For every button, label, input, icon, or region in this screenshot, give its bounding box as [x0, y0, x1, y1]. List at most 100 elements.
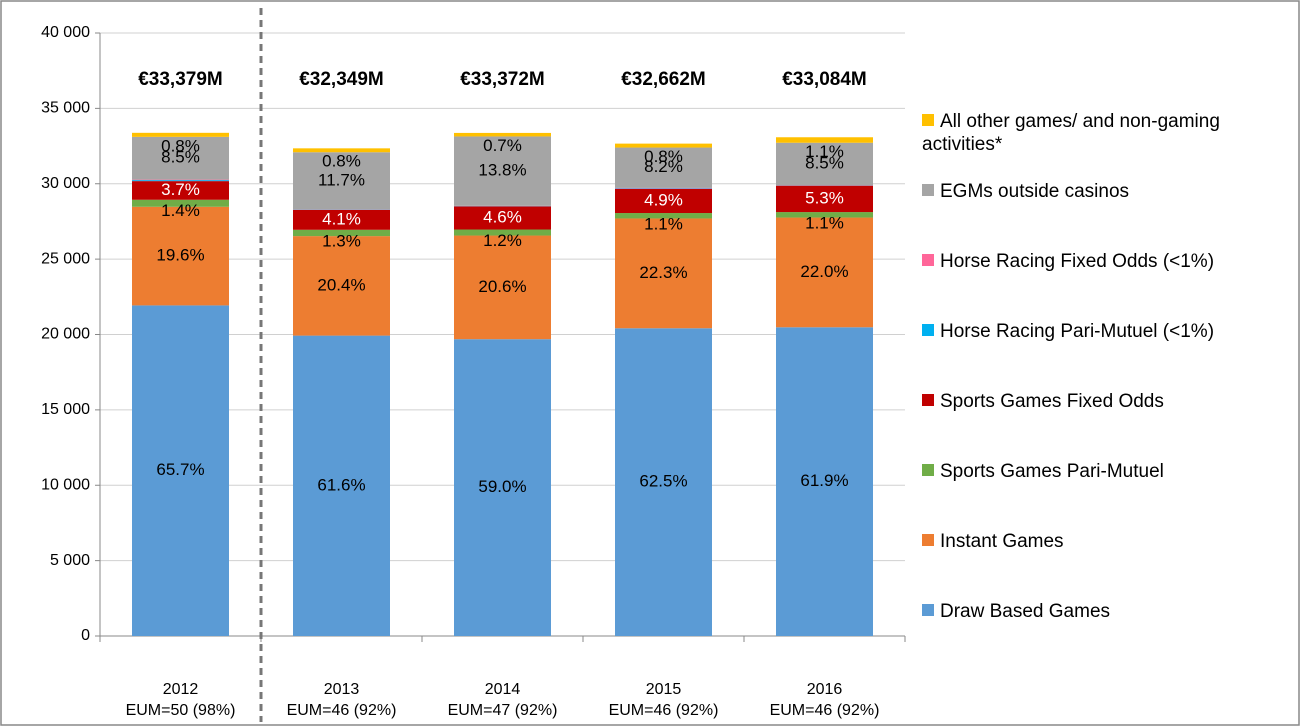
bar-segment: [293, 148, 390, 153]
bar-segment: [454, 132, 551, 137]
x-tick-label: 2014: [485, 681, 521, 698]
y-tick-label: 25 000: [41, 250, 90, 267]
bar-segment: [454, 339, 551, 636]
data-label: 1.4%: [161, 201, 200, 220]
bar-segment: [776, 327, 873, 636]
bar-segment: [615, 147, 712, 188]
data-label: 20.6%: [478, 277, 526, 296]
x-tick-note: EUM=46 (92%): [287, 702, 397, 719]
legend-label: Instant Games: [940, 531, 1064, 552]
bar-segment: [132, 305, 229, 636]
bar-segment: [776, 212, 873, 218]
legend-swatch: [922, 534, 934, 546]
data-label: 8.2%: [644, 157, 683, 176]
x-tick-label: 2016: [807, 681, 843, 698]
bar-segment: [132, 206, 229, 306]
bar-segment: [776, 137, 873, 143]
bar-segment: [776, 217, 873, 328]
legend-label: Horse Racing Fixed Odds (<1%): [940, 251, 1215, 272]
legend-swatch: [922, 184, 934, 196]
x-tick-label: 2012: [163, 681, 199, 698]
data-label: 3.7%: [161, 180, 200, 199]
bar-segment: [293, 152, 390, 210]
bar-segment: [615, 188, 712, 214]
data-label: 61.9%: [800, 471, 848, 490]
total-label: €33,372M: [460, 69, 545, 90]
legend-swatch: [922, 114, 934, 126]
data-label: 4.9%: [644, 190, 683, 209]
data-label: 0.7%: [483, 136, 522, 155]
data-label: 22.0%: [800, 262, 848, 281]
data-label: 5.3%: [805, 188, 844, 207]
bar-segment: [776, 142, 873, 186]
legend-label: Horse Racing Pari-Mutuel (<1%): [940, 321, 1215, 342]
legend-swatch: [922, 604, 934, 616]
y-tick-label: 40 000: [41, 24, 90, 41]
data-label: 65.7%: [156, 460, 204, 479]
bar-segment: [132, 199, 229, 207]
legend-swatch: [922, 254, 934, 266]
data-label: 4.1%: [322, 209, 361, 228]
legend-item: Sports Games Pari-Mutuel: [922, 460, 1292, 483]
total-label: €33,084M: [782, 69, 867, 90]
data-label: 22.3%: [639, 263, 687, 282]
data-label: 62.5%: [639, 472, 687, 491]
x-tick-note: EUM=47 (92%): [448, 702, 558, 719]
x-tick-note: EUM=50 (98%): [126, 702, 236, 719]
bar-segment: [293, 335, 390, 636]
x-tick-note: EUM=46 (92%): [770, 702, 880, 719]
legend-label: Sports Games Pari-Mutuel: [940, 461, 1164, 482]
data-label: 8.5%: [805, 153, 844, 172]
legend-item: Horse Racing Fixed Odds (<1%): [922, 250, 1292, 273]
bar-segment: [615, 328, 712, 636]
bar-segment: [454, 206, 551, 230]
x-tick-note: EUM=46 (92%): [609, 702, 719, 719]
data-label: 20.4%: [317, 275, 365, 294]
data-label: 1.2%: [483, 231, 522, 250]
legend-item: Instant Games: [922, 530, 1292, 553]
data-label: 0.8%: [322, 152, 361, 171]
data-label: 0.8%: [644, 147, 683, 166]
legend-label: All other games/ and non-gaming activiti…: [922, 111, 1220, 155]
data-label: 1.3%: [322, 231, 361, 250]
bar-segment: [454, 235, 551, 340]
bar-segment: [776, 185, 873, 213]
legend-item: Draw Based Games: [922, 600, 1292, 623]
bar-segment: [132, 136, 229, 180]
data-label: 19.6%: [156, 246, 204, 265]
y-tick-label: 35 000: [41, 100, 90, 117]
bar-segment: [132, 132, 229, 137]
y-tick-label: 10 000: [41, 476, 90, 493]
bar-segment: [293, 209, 390, 230]
legend-label: Sports Games Fixed Odds: [940, 391, 1164, 412]
data-label: 8.5%: [161, 148, 200, 167]
y-tick-label: 30 000: [41, 175, 90, 192]
bar-segment: [454, 229, 551, 236]
legend-item: Sports Games Fixed Odds: [922, 390, 1292, 413]
y-tick-label: 15 000: [41, 401, 90, 418]
x-tick-label: 2015: [646, 681, 682, 698]
bar-segment: [132, 181, 229, 200]
bar-segment: [293, 236, 390, 336]
legend-label: EGMs outside casinos: [940, 181, 1130, 202]
bar-segment: [293, 229, 390, 237]
y-tick-label: 0: [81, 627, 90, 644]
x-tick-label: 2013: [324, 681, 360, 698]
legend-label: Draw Based Games: [940, 601, 1111, 622]
total-label: €33,379M: [138, 69, 223, 90]
legend-swatch: [922, 464, 934, 476]
data-label: 59.0%: [478, 477, 526, 496]
y-tick-label: 5 000: [50, 552, 90, 569]
data-label: 4.6%: [483, 207, 522, 226]
data-label: 1.1%: [805, 214, 844, 233]
data-label: 13.8%: [478, 161, 526, 180]
total-label: €32,349M: [299, 69, 384, 90]
legend-item: Horse Racing Pari-Mutuel (<1%): [922, 320, 1292, 343]
bar-segment: [615, 143, 712, 148]
bar-segment: [132, 180, 229, 182]
data-label: 61.6%: [317, 475, 365, 494]
legend-item: EGMs outside casinos: [922, 180, 1292, 203]
